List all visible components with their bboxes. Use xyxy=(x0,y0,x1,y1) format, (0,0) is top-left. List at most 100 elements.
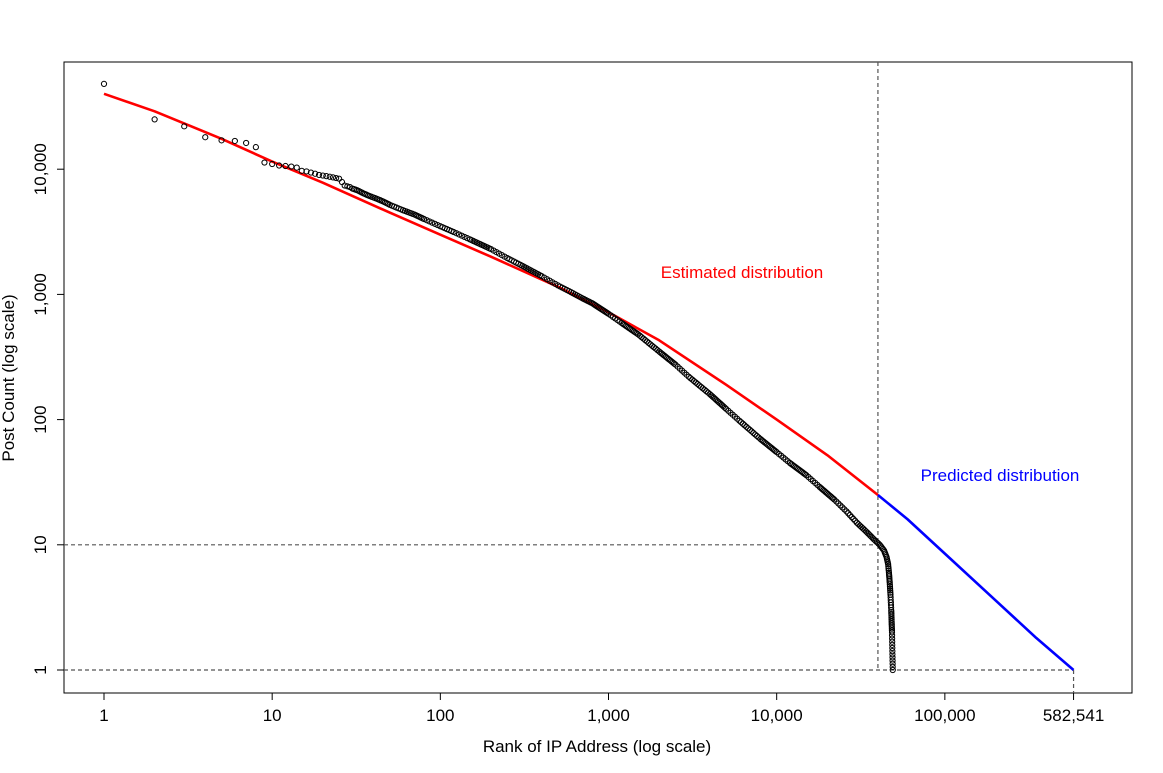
scatter-points xyxy=(100,80,896,674)
data-point xyxy=(721,404,728,411)
data-point xyxy=(736,417,743,424)
data-point xyxy=(837,502,844,509)
data-point xyxy=(151,116,158,123)
estimated-distribution-annotation: Estimated distribution xyxy=(661,263,824,282)
estimated-distribution-line xyxy=(103,92,879,497)
data-point xyxy=(852,517,859,524)
x-tick-label: 100,000 xyxy=(914,706,975,725)
data-point xyxy=(333,174,340,182)
data-point xyxy=(889,666,896,674)
x-tick-label: 1,000 xyxy=(587,706,630,725)
data-point xyxy=(670,360,678,367)
y-tick-label: 100 xyxy=(31,405,50,433)
data-point xyxy=(307,169,315,176)
data-point xyxy=(888,604,895,611)
reference-lines xyxy=(64,62,1075,693)
series-lines xyxy=(103,92,1075,671)
data-point xyxy=(202,134,209,141)
y-tick-label: 1 xyxy=(31,665,50,674)
data-point xyxy=(218,137,225,144)
data-point xyxy=(889,648,896,655)
data-point xyxy=(887,589,894,596)
data-point xyxy=(889,635,896,642)
data-point xyxy=(338,178,346,186)
data-point xyxy=(741,422,748,429)
x-axis-label: Rank of IP Address (log scale) xyxy=(483,737,711,756)
data-point xyxy=(181,123,188,130)
data-point xyxy=(293,164,300,171)
data-point xyxy=(326,173,333,180)
data-point xyxy=(889,657,896,664)
data-point xyxy=(282,162,289,170)
y-axis: 1 10 100 1,000 10,000 xyxy=(31,143,64,675)
x-tick-label: 10,000 xyxy=(751,706,803,725)
data-point xyxy=(889,644,896,652)
data-point xyxy=(329,174,337,181)
data-point xyxy=(252,144,259,151)
data-point xyxy=(888,632,896,639)
data-point xyxy=(801,471,809,478)
data-point xyxy=(839,504,846,511)
data-point xyxy=(889,651,896,658)
x-tick-label: 582,541 xyxy=(1043,706,1104,725)
y-tick-label: 1,000 xyxy=(31,273,50,316)
data-point xyxy=(885,565,892,572)
data-point xyxy=(888,629,896,636)
data-point xyxy=(231,137,238,145)
data-point xyxy=(738,419,745,426)
data-point xyxy=(886,581,893,588)
data-point xyxy=(889,638,896,645)
plot-frame xyxy=(63,61,1133,694)
data-point xyxy=(743,423,750,430)
data-point xyxy=(886,583,894,590)
data-point xyxy=(843,508,850,515)
data-point xyxy=(752,431,759,438)
data-point xyxy=(889,663,896,670)
y-tick-label: 10,000 xyxy=(31,143,50,195)
data-point xyxy=(850,515,857,523)
data-point xyxy=(303,168,310,175)
data-point xyxy=(100,80,108,88)
data-point xyxy=(855,521,862,528)
data-point xyxy=(888,625,895,632)
data-point xyxy=(835,500,842,507)
data-point xyxy=(889,641,896,648)
data-point xyxy=(831,496,838,503)
x-axis: 1 10 100 1,000 10,000 100,000 582,541 xyxy=(99,693,1104,725)
data-point xyxy=(739,420,746,427)
data-point xyxy=(750,429,757,436)
data-point xyxy=(885,563,892,570)
data-point xyxy=(344,183,351,190)
y-tick-label: 10 xyxy=(31,535,50,554)
data-point xyxy=(276,162,283,169)
data-point xyxy=(841,506,848,513)
data-point xyxy=(886,579,893,586)
data-point xyxy=(833,498,840,505)
data-point xyxy=(745,425,752,432)
data-point xyxy=(746,426,753,433)
x-tick-label: 100 xyxy=(426,706,454,725)
data-point xyxy=(889,654,896,661)
data-point xyxy=(312,170,319,177)
predicted-distribution-line xyxy=(877,493,1075,671)
data-point xyxy=(323,173,330,180)
data-point xyxy=(885,561,892,568)
predicted-distribution-annotation: Predicted distribution xyxy=(921,466,1080,485)
data-point xyxy=(261,159,268,166)
data-point xyxy=(886,585,894,592)
data-point xyxy=(887,587,894,594)
data-point xyxy=(315,171,323,179)
x-tick-label: 10 xyxy=(263,706,282,725)
data-point xyxy=(753,432,760,440)
data-point xyxy=(269,160,276,168)
data-point xyxy=(848,513,855,521)
x-tick-label: 1 xyxy=(99,706,108,725)
y-axis-label: Post Count (log scale) xyxy=(0,294,18,461)
data-point xyxy=(845,510,852,517)
data-point xyxy=(243,139,250,147)
data-point xyxy=(748,428,755,435)
data-point xyxy=(889,660,896,667)
data-point xyxy=(846,512,854,519)
data-point xyxy=(319,172,326,179)
